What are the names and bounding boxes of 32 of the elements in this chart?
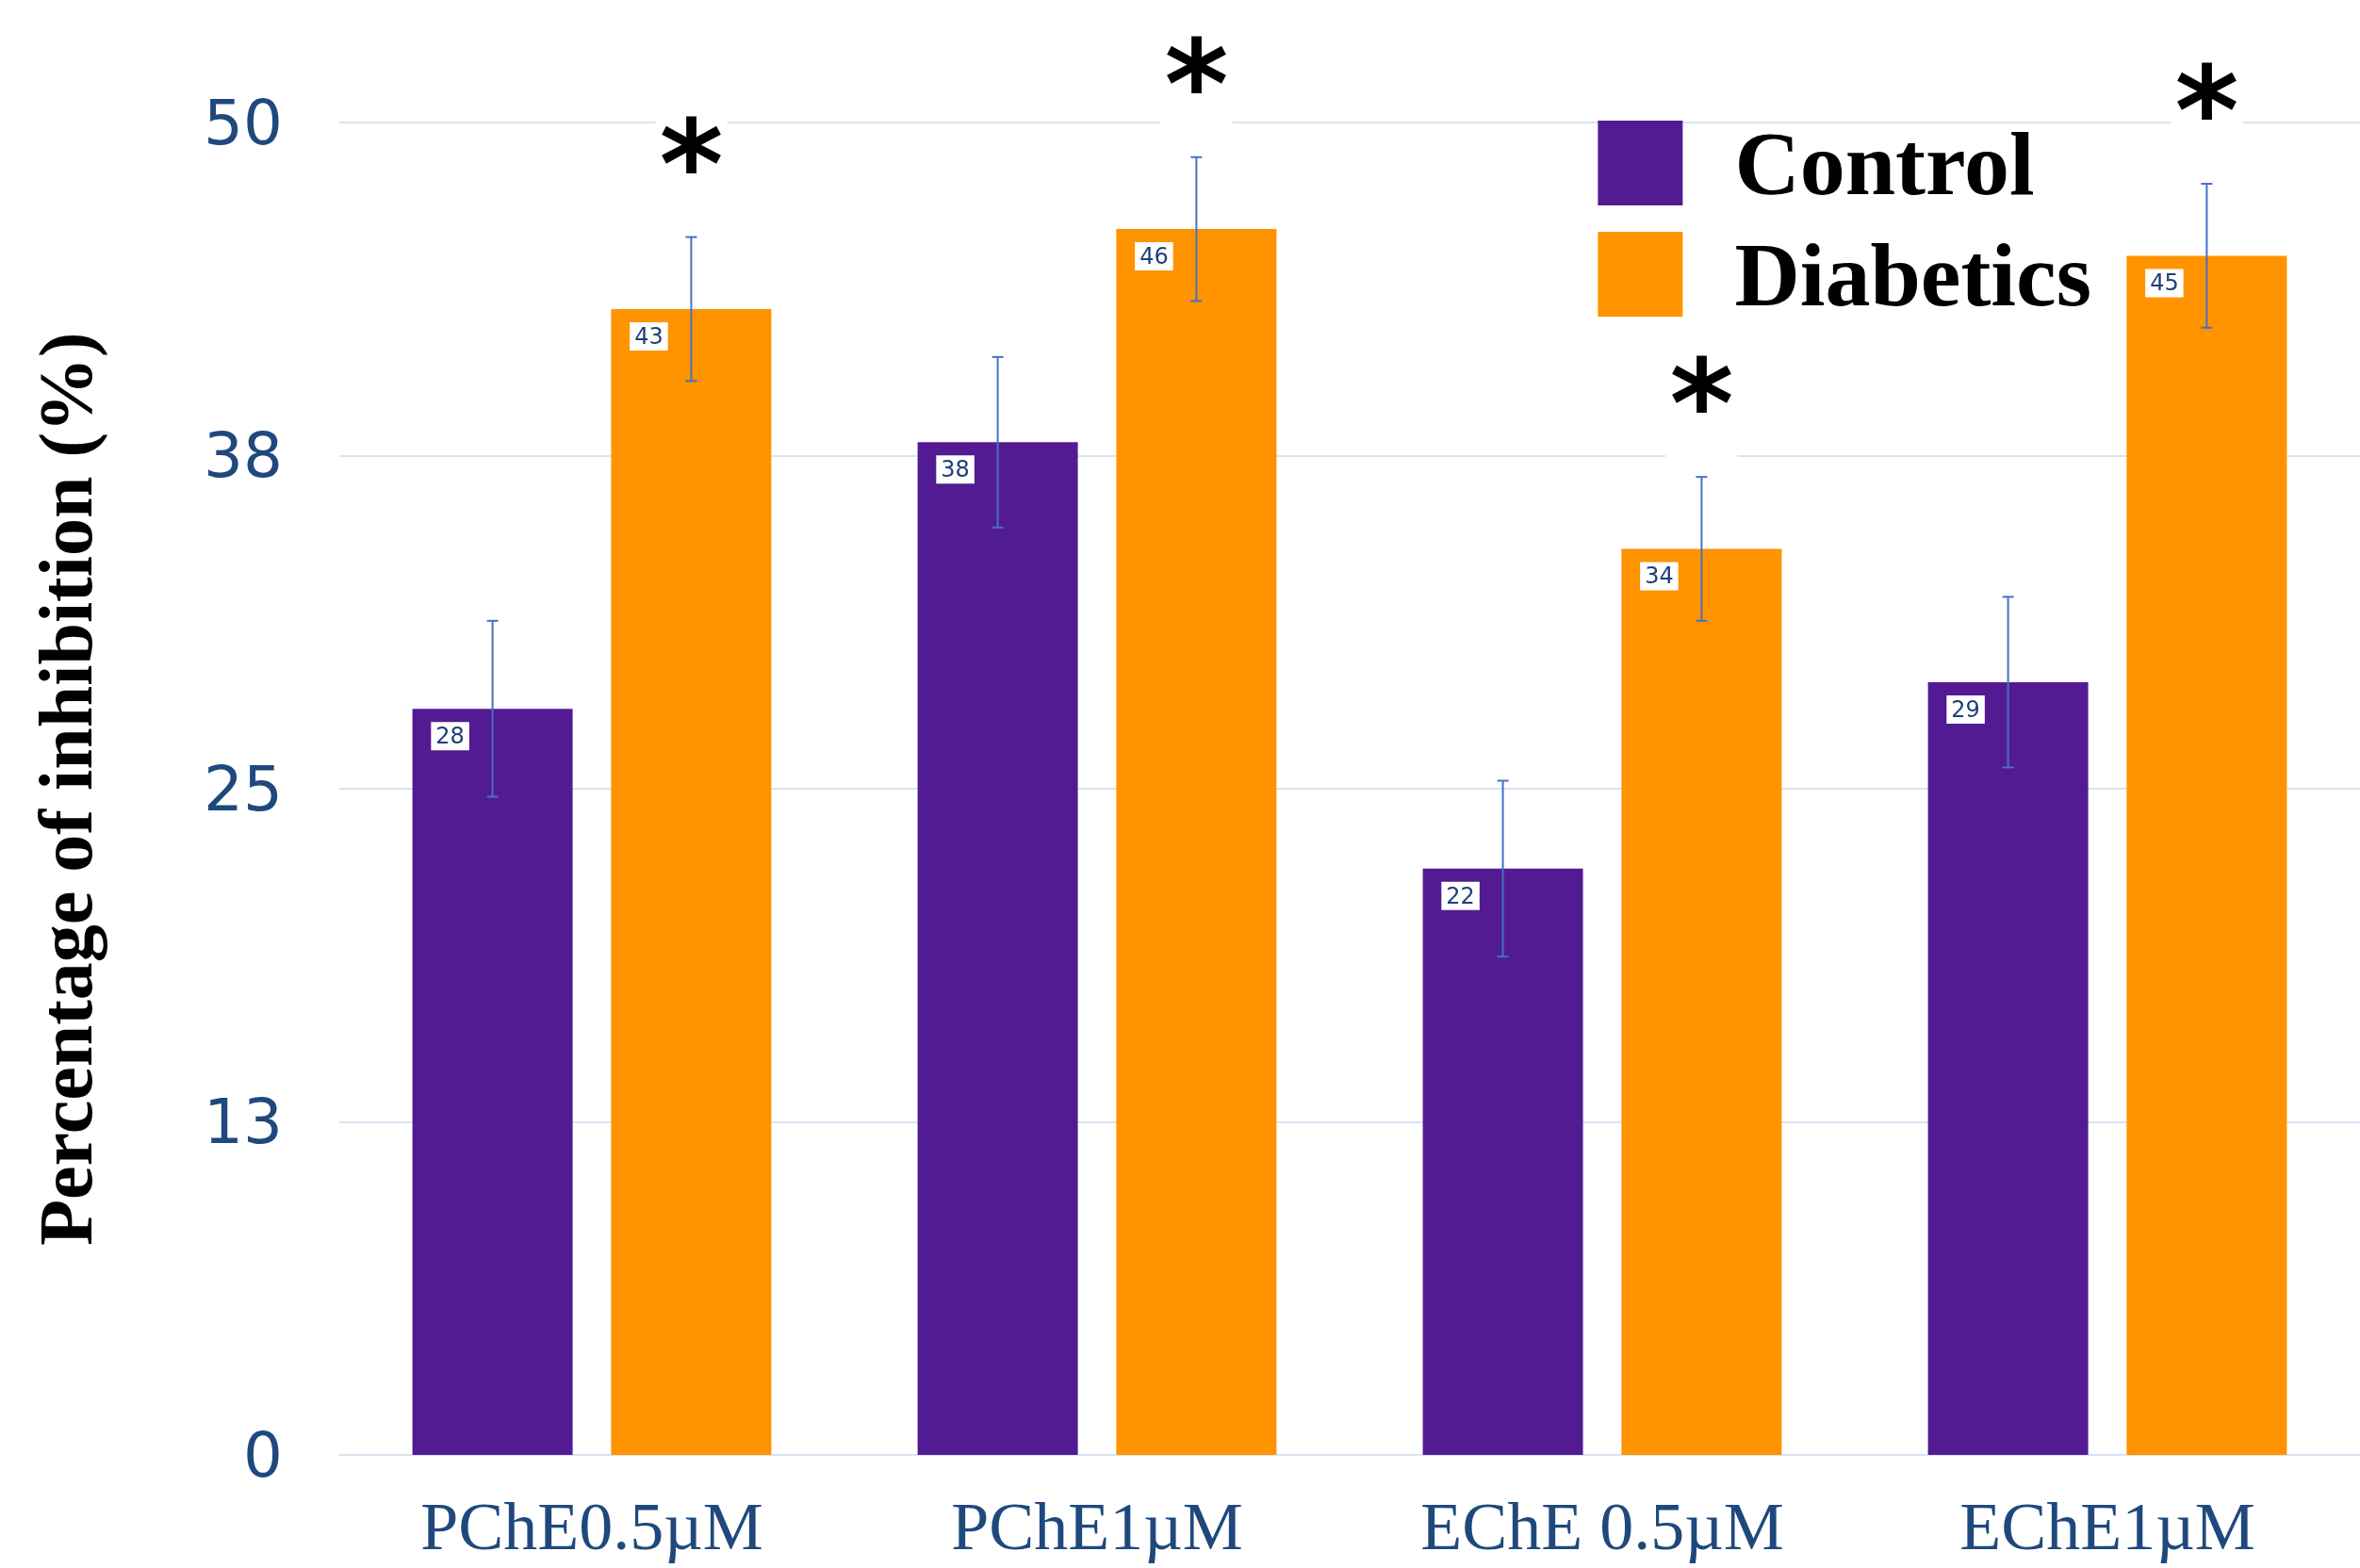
bar [1621,548,1782,1455]
y-axis-title: Percentage of inhibition (%) [25,332,108,1246]
legend-label: Diabetics [1734,223,2091,325]
bar [611,308,772,1455]
data-label: 22 [1446,882,1475,909]
data-label: 43 [634,322,664,350]
bar [1422,868,1583,1455]
y-tick-label: 13 [204,1086,283,1158]
annotation: * [1164,12,1229,156]
x-tick-label: EChE 0.5µM [1420,1489,1784,1564]
bar [917,442,1078,1455]
bar [2126,255,2287,1455]
data-label: 28 [435,723,465,750]
y-tick-label: 50 [204,86,283,159]
annotation: * [1669,333,1734,477]
data-label: 46 [1139,243,1169,270]
annotation: * [659,92,724,237]
data-label: 34 [1645,563,1674,590]
x-tick-label: PChE0.5µM [420,1489,763,1564]
bar [412,709,573,1455]
x-tick-label: EChE1µM [1959,1489,2255,1564]
bar [1116,229,1277,1455]
y-tick-label: 38 [204,419,283,492]
y-tick-label: 25 [204,752,283,825]
annotation: * [2174,40,2239,184]
data-label: 45 [2150,270,2179,297]
data-label: 29 [1951,695,1980,723]
data-label: 38 [941,456,970,483]
legend-label: Control [1734,112,2035,214]
x-tick-label: PChE1µM [951,1489,1243,1564]
y-tick-label: 0 [243,1418,283,1492]
bar [1927,681,2089,1455]
